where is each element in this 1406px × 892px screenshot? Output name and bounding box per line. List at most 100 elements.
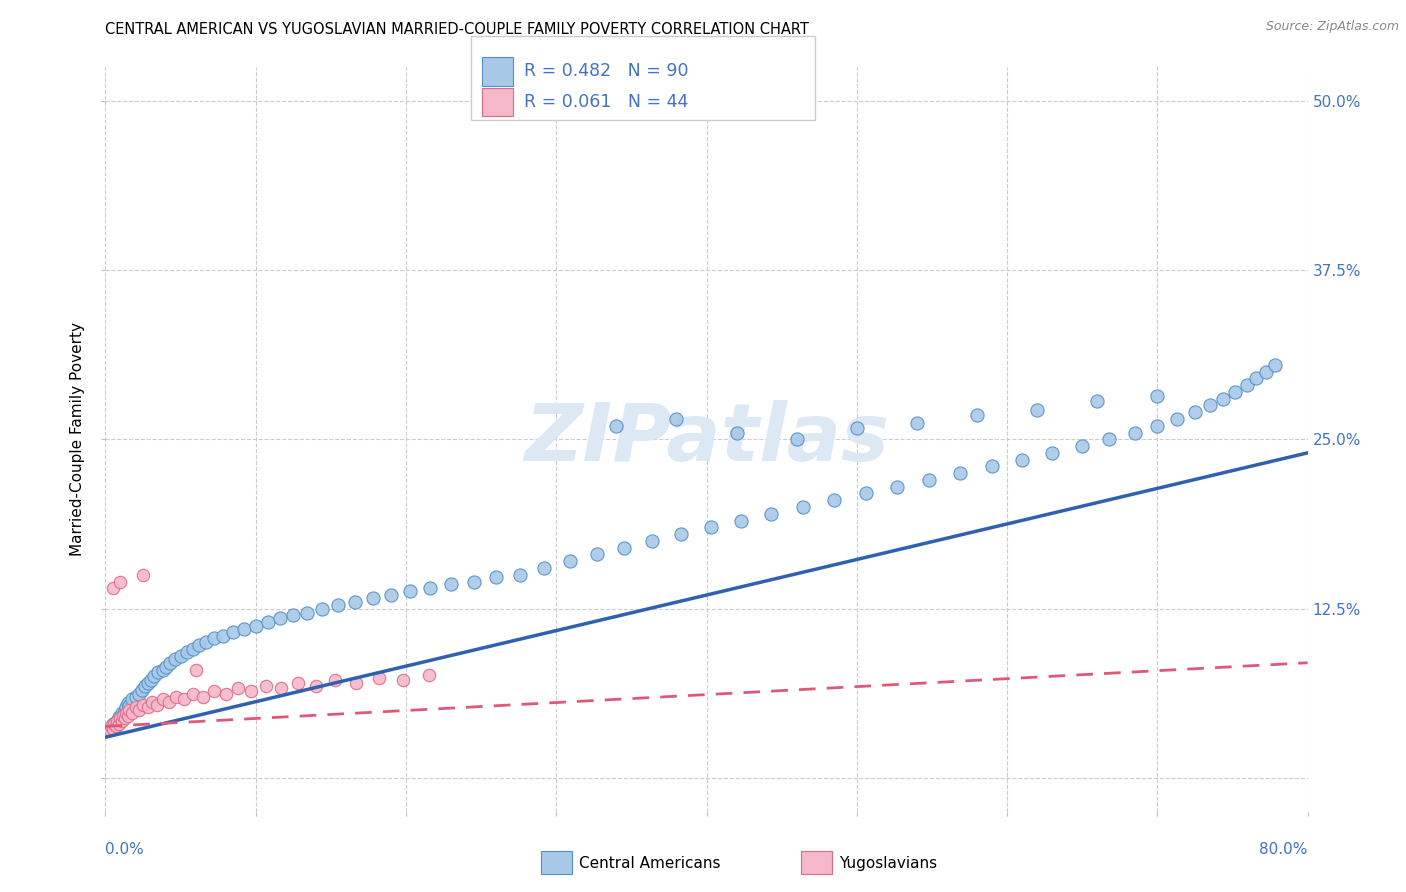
Point bbox=[918, 473, 941, 487]
Point bbox=[181, 687, 204, 701]
Point bbox=[222, 624, 245, 639]
Point bbox=[128, 703, 150, 717]
Point bbox=[104, 719, 127, 733]
Point bbox=[142, 669, 165, 683]
Point bbox=[101, 716, 124, 731]
Point bbox=[295, 606, 318, 620]
Point bbox=[509, 567, 531, 582]
Text: Yugoslavians: Yugoslavians bbox=[839, 856, 938, 871]
Point bbox=[108, 710, 131, 724]
Point bbox=[1246, 371, 1268, 385]
Point bbox=[1184, 405, 1206, 419]
Point bbox=[159, 656, 181, 670]
Point bbox=[1263, 358, 1285, 372]
Text: 80.0%: 80.0% bbox=[1260, 842, 1308, 856]
Text: 0.0%: 0.0% bbox=[105, 842, 145, 856]
Point bbox=[110, 711, 132, 725]
Point bbox=[669, 527, 692, 541]
Point bbox=[1011, 452, 1033, 467]
Point bbox=[368, 671, 391, 685]
Point bbox=[112, 708, 135, 723]
Point bbox=[115, 700, 138, 714]
Point bbox=[101, 582, 124, 596]
Point bbox=[152, 692, 174, 706]
Point bbox=[1098, 433, 1121, 447]
Point bbox=[232, 622, 254, 636]
Point bbox=[173, 692, 195, 706]
Point bbox=[792, 500, 814, 514]
Point bbox=[98, 723, 121, 738]
Point bbox=[1225, 384, 1247, 399]
Point bbox=[287, 676, 309, 690]
Point bbox=[1146, 418, 1168, 433]
Point bbox=[121, 692, 143, 706]
Point bbox=[1040, 446, 1063, 460]
Point bbox=[165, 690, 187, 704]
Y-axis label: Married-Couple Family Poverty: Married-Couple Family Poverty bbox=[70, 322, 86, 557]
Point bbox=[176, 645, 198, 659]
Point bbox=[145, 698, 167, 712]
Point bbox=[1085, 394, 1108, 409]
Point bbox=[700, 520, 723, 534]
Point bbox=[181, 642, 204, 657]
Point bbox=[214, 687, 236, 701]
Point bbox=[533, 561, 555, 575]
Point bbox=[191, 690, 214, 704]
Point bbox=[132, 698, 155, 712]
Text: CENTRAL AMERICAN VS YUGOSLAVIAN MARRIED-COUPLE FAMILY POVERTY CORRELATION CHART: CENTRAL AMERICAN VS YUGOSLAVIAN MARRIED-… bbox=[105, 22, 810, 37]
Point bbox=[1212, 392, 1234, 406]
Point bbox=[845, 421, 868, 435]
Point bbox=[311, 601, 333, 615]
Point bbox=[108, 716, 131, 731]
Point bbox=[211, 629, 233, 643]
Point bbox=[380, 588, 402, 602]
Point bbox=[163, 651, 186, 665]
Point bbox=[111, 714, 134, 728]
Point bbox=[1071, 439, 1094, 453]
Point bbox=[463, 574, 485, 589]
Point bbox=[100, 719, 122, 733]
Point bbox=[112, 708, 135, 723]
Point bbox=[305, 679, 328, 693]
Point bbox=[1026, 402, 1049, 417]
Point bbox=[1123, 425, 1146, 440]
Point bbox=[202, 684, 225, 698]
Point bbox=[141, 695, 163, 709]
Point bbox=[605, 418, 627, 433]
Point bbox=[187, 638, 209, 652]
Point bbox=[419, 582, 441, 596]
Point bbox=[184, 663, 207, 677]
Point bbox=[111, 706, 134, 720]
Point bbox=[118, 699, 141, 714]
Point bbox=[759, 507, 782, 521]
Text: R = 0.061   N = 44: R = 0.061 N = 44 bbox=[524, 93, 689, 111]
Text: Central Americans: Central Americans bbox=[579, 856, 721, 871]
Point bbox=[136, 700, 159, 714]
Point bbox=[786, 433, 808, 447]
Point bbox=[169, 648, 191, 663]
Point bbox=[485, 570, 508, 584]
Point bbox=[328, 598, 350, 612]
Point bbox=[886, 480, 908, 494]
Point bbox=[118, 703, 141, 717]
Point bbox=[114, 711, 136, 725]
Point bbox=[117, 708, 139, 723]
Point bbox=[270, 681, 292, 696]
Point bbox=[124, 690, 146, 704]
Point bbox=[139, 673, 162, 688]
Point bbox=[905, 416, 928, 430]
Point bbox=[107, 714, 129, 728]
Point bbox=[195, 635, 218, 649]
Point bbox=[399, 584, 422, 599]
Point bbox=[117, 697, 139, 711]
Point bbox=[283, 608, 305, 623]
Point bbox=[344, 676, 367, 690]
Point bbox=[155, 660, 177, 674]
Point bbox=[1199, 399, 1222, 413]
Point bbox=[121, 706, 143, 720]
Point bbox=[101, 722, 124, 736]
Point bbox=[110, 713, 132, 727]
Point bbox=[136, 676, 159, 690]
Point bbox=[1254, 365, 1277, 379]
Point bbox=[226, 681, 249, 696]
